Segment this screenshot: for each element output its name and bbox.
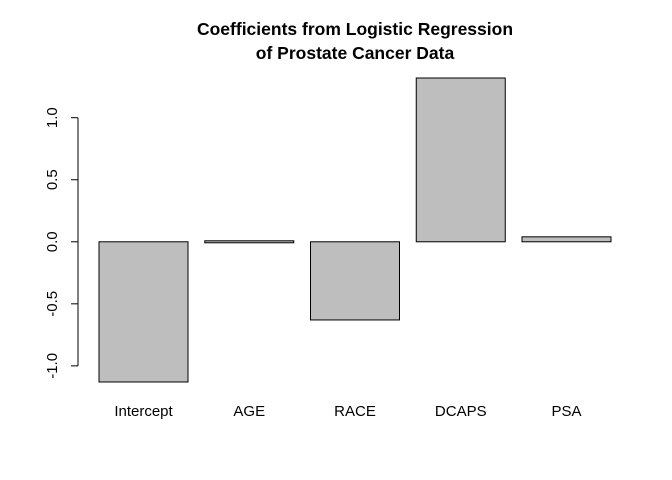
bar-psa (521, 236, 612, 243)
category-label-race: RACE (334, 403, 376, 420)
y-tick-label: -0.5 (44, 291, 61, 317)
bar-intercept (98, 241, 189, 383)
bar-dcaps (415, 77, 506, 243)
chart-title-line-1: Coefficients from Logistic Regression (197, 19, 513, 39)
category-label-intercept: Intercept (114, 403, 173, 420)
bars (98, 77, 612, 383)
bar-race (310, 241, 400, 321)
y-tick-label: -1.0 (44, 353, 61, 379)
category-label-age: AGE (233, 403, 265, 420)
chart-title-line-2: of Prostate Cancer Data (256, 43, 455, 63)
chart-title: Coefficients from Logistic Regression of… (197, 19, 513, 63)
y-tick-label: 1.0 (44, 107, 61, 128)
category-label-dcaps: DCAPS (435, 403, 487, 420)
category-label-psa: PSA (551, 403, 581, 420)
y-axis: -1.0 -0.5 0.0 0.5 1.0 (44, 107, 79, 379)
bar-age (204, 240, 295, 244)
category-labels: Intercept AGE RACE DCAPS PSA (114, 403, 581, 420)
y-tick-label: 0.5 (44, 169, 61, 190)
y-tick-label: 0.0 (44, 231, 61, 252)
